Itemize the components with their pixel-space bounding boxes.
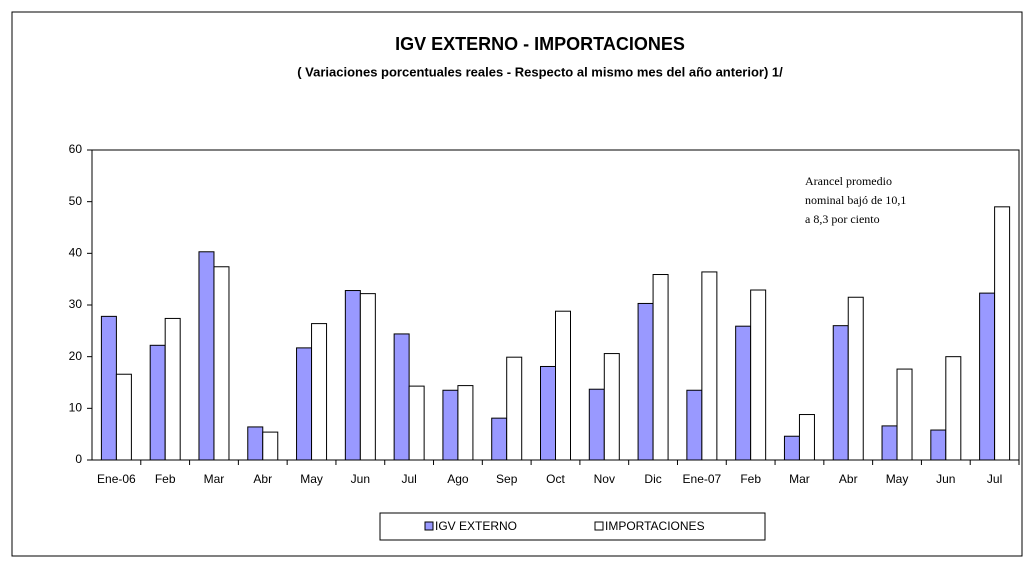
x-tick-label: Mar <box>789 472 810 486</box>
bar <box>979 292 996 461</box>
bar <box>311 323 328 461</box>
bar <box>344 290 361 461</box>
bar <box>247 426 264 461</box>
bar <box>798 414 815 461</box>
x-tick-label: Oct <box>546 472 565 486</box>
bar <box>603 353 620 461</box>
bar <box>408 385 425 461</box>
x-tick-label: May <box>300 472 323 486</box>
bar <box>881 425 898 461</box>
bar <box>213 266 230 461</box>
bar <box>262 431 279 461</box>
x-tick-label: Jun <box>351 472 370 486</box>
bar <box>783 435 800 461</box>
annotation-text: a 8,3 por ciento <box>805 212 880 226</box>
bar <box>115 373 132 461</box>
bar <box>994 206 1011 461</box>
chart-title: IGV EXTERNO - IMPORTACIONES <box>395 34 685 54</box>
bar <box>198 251 215 461</box>
bar <box>686 389 703 461</box>
y-tick-label: 40 <box>69 246 83 260</box>
bar <box>491 417 508 461</box>
legend-swatch <box>594 521 604 531</box>
bar <box>296 347 313 461</box>
bar <box>832 325 849 461</box>
bar <box>588 388 605 461</box>
bar <box>945 356 962 461</box>
x-tick-label: Jun <box>936 472 955 486</box>
bar <box>847 296 864 461</box>
annotation-text: Arancel promedio <box>805 174 892 188</box>
x-tick-label: Abr <box>839 472 858 486</box>
x-tick-label: Abr <box>253 472 272 486</box>
legend-box <box>379 512 766 541</box>
x-tick-label: Sep <box>496 472 518 486</box>
bar <box>457 385 474 461</box>
y-tick-label: 0 <box>75 452 82 466</box>
x-tick-label: Ago <box>447 472 469 486</box>
x-tick-label: Jul <box>987 472 1002 486</box>
bar <box>930 429 947 461</box>
chart-subtitle: ( Variaciones porcentuales reales - Resp… <box>297 64 783 79</box>
bar <box>393 333 410 461</box>
x-tick-label: May <box>886 472 909 486</box>
y-tick-label: 20 <box>69 349 83 363</box>
x-tick-label: Feb <box>155 472 176 486</box>
x-tick-label: Nov <box>594 472 615 486</box>
x-tick-label: Ene-07 <box>683 472 722 486</box>
x-tick-label: Jul <box>401 472 416 486</box>
y-tick-label: 10 <box>69 401 83 415</box>
bar <box>701 271 718 461</box>
legend-swatch <box>424 521 434 531</box>
x-tick-label: Dic <box>644 472 661 486</box>
bar <box>359 293 376 461</box>
bar <box>164 317 181 461</box>
x-tick-label: Mar <box>204 472 225 486</box>
x-tick-label: Feb <box>740 472 761 486</box>
x-tick-label: Ene-06 <box>97 472 136 486</box>
bar <box>637 302 654 461</box>
annotation-text: nominal bajó de 10,1 <box>805 193 906 207</box>
bar <box>506 356 523 461</box>
y-tick-label: 50 <box>69 194 83 208</box>
bar <box>735 325 752 461</box>
bar <box>442 389 459 461</box>
bar <box>100 315 117 461</box>
bar <box>149 344 166 461</box>
bar <box>540 365 556 461</box>
y-tick-label: 30 <box>69 297 83 311</box>
bar <box>896 368 913 461</box>
bar <box>750 289 767 461</box>
bar <box>555 310 571 461</box>
bar <box>652 274 669 461</box>
legend-label: IMPORTACIONES <box>605 519 705 533</box>
y-tick-label: 60 <box>69 142 83 156</box>
legend-label: IGV EXTERNO <box>435 519 517 533</box>
